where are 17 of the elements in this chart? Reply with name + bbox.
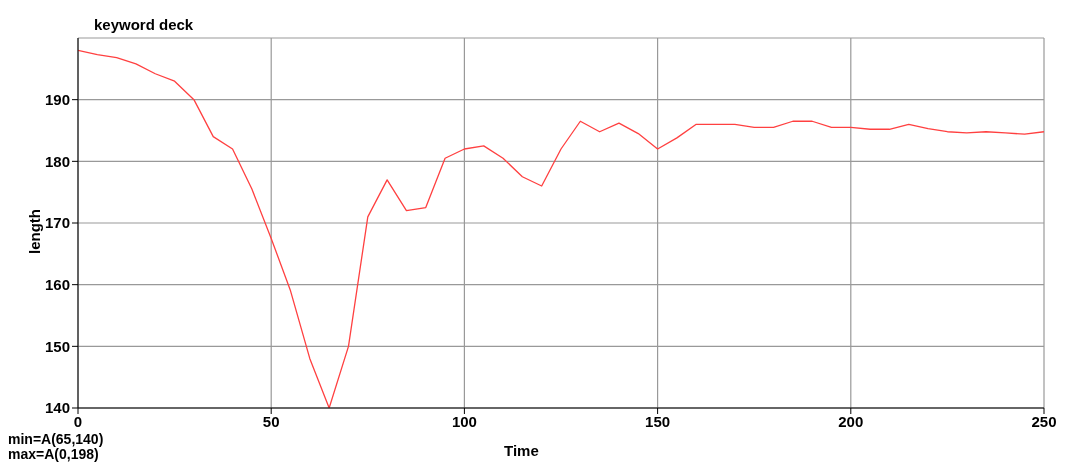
x-tick-label: 200 — [838, 412, 864, 430]
chart-title: keyword deck — [94, 16, 194, 33]
y-axis-title: length — [26, 209, 43, 254]
text: max=A(0,198) — [8, 446, 99, 462]
x-tick-label: 50 — [262, 412, 280, 430]
x-axis-title: Time — [504, 442, 539, 459]
y-tick-label: 150 — [44, 337, 70, 355]
text: min=A(65,140) — [8, 431, 104, 447]
x-tick-label: 150 — [645, 412, 671, 430]
y-tick-label: 190 — [44, 90, 70, 108]
y-tick-label: 180 — [44, 152, 70, 170]
y-tick-label: 170 — [44, 214, 70, 232]
x-tick-label: 250 — [1031, 412, 1057, 430]
x-tick-label: 100 — [451, 412, 477, 430]
y-tick-label: 140 — [44, 399, 70, 417]
x-tick-label: 0 — [73, 412, 83, 430]
y-tick-label: 160 — [44, 275, 70, 293]
